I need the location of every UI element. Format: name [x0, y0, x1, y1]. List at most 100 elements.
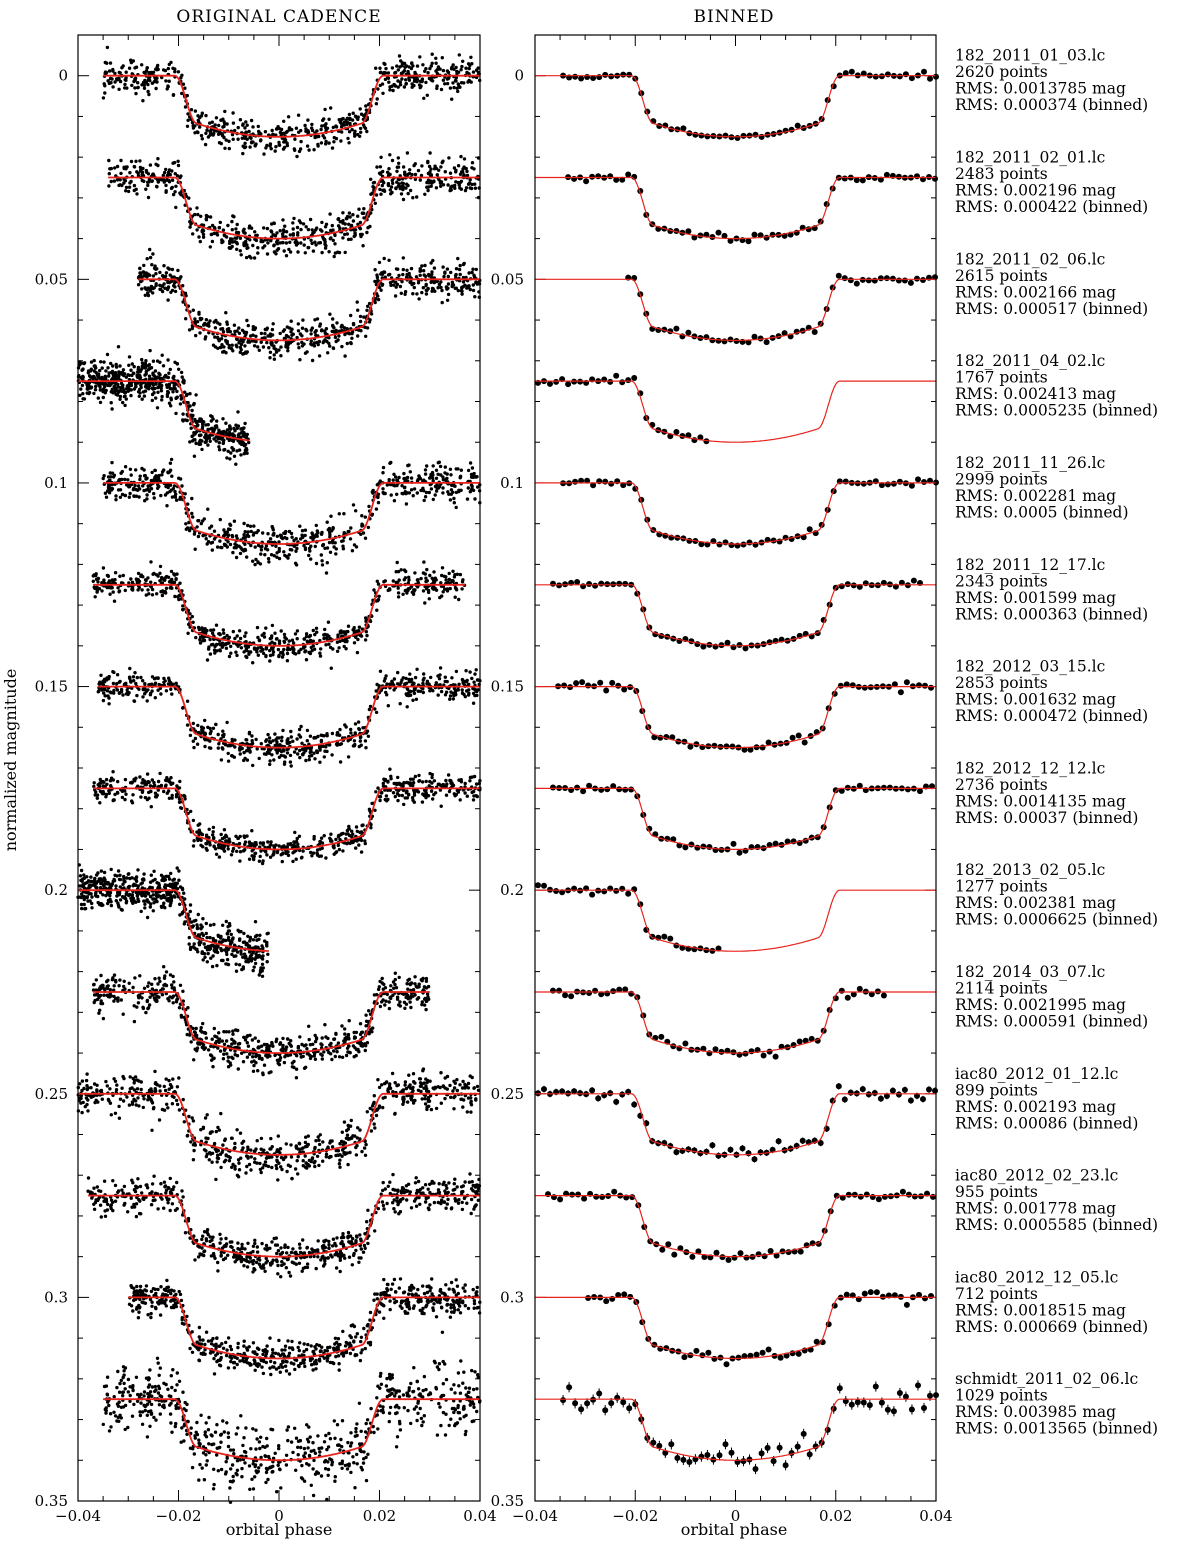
- data-point: [211, 642, 215, 647]
- data-point: [401, 592, 405, 596]
- data-point: [325, 749, 329, 754]
- data-point: [263, 331, 267, 336]
- data-point: [93, 793, 97, 797]
- data-point: [286, 741, 291, 745]
- data-point: [445, 267, 450, 271]
- data-point: [455, 86, 459, 91]
- data-point: [121, 368, 126, 372]
- data-point: [289, 531, 294, 536]
- data-point: [186, 112, 190, 116]
- data-point: [439, 689, 444, 694]
- data-point: [326, 351, 330, 355]
- data-point: [368, 704, 373, 709]
- data-point: [395, 165, 399, 169]
- data-point: [310, 753, 314, 758]
- data-point: [117, 183, 121, 188]
- data-point: [273, 631, 277, 635]
- data-point: [428, 151, 432, 155]
- data-point: [347, 130, 352, 134]
- data-point: [408, 470, 412, 474]
- data-point: [108, 592, 112, 596]
- data-point: [147, 374, 152, 378]
- data-point: [203, 744, 207, 749]
- data-point: [256, 646, 260, 650]
- data-point: [343, 232, 347, 237]
- data-point: [419, 576, 423, 581]
- data-point: [440, 594, 444, 598]
- data-point: [155, 406, 160, 410]
- data-point: [160, 593, 165, 598]
- data-point: [400, 678, 404, 682]
- y-tick-label: 0.3: [44, 1288, 68, 1306]
- data-point: [304, 758, 308, 763]
- data-point: [262, 336, 266, 340]
- data-point: [124, 70, 128, 74]
- data-point: [281, 228, 286, 232]
- data-point: [418, 178, 422, 182]
- data-point: [287, 126, 292, 131]
- data-point: [436, 461, 440, 465]
- data-point: [265, 226, 270, 231]
- data-point: [111, 590, 115, 594]
- data-point: [279, 534, 283, 538]
- data-point: [156, 163, 160, 168]
- data-point: [179, 806, 183, 810]
- data-point: [395, 169, 399, 173]
- data-point: [220, 746, 224, 750]
- data-point: [185, 526, 190, 530]
- data-point: [323, 627, 327, 632]
- data-point: [363, 325, 367, 329]
- data-point: [435, 68, 439, 72]
- data-point: [92, 781, 96, 785]
- data-point: [254, 334, 258, 338]
- data-point: [386, 183, 391, 187]
- data-point: [129, 383, 134, 388]
- data-point: [441, 491, 445, 495]
- data-point: [144, 273, 148, 277]
- data-point: [149, 70, 153, 75]
- data-point: [415, 64, 420, 68]
- data-point: [165, 383, 169, 387]
- data-point: [396, 79, 400, 83]
- data-point: [282, 754, 286, 758]
- data-point: [263, 547, 268, 551]
- data-point: [379, 192, 383, 196]
- data-point: [439, 165, 443, 169]
- data-point: [109, 585, 113, 589]
- data-point: [305, 329, 309, 333]
- data-point: [440, 56, 444, 60]
- data-point: [120, 183, 124, 188]
- data-point: [232, 426, 236, 431]
- data-point: [388, 281, 393, 285]
- data-point: [162, 264, 166, 268]
- data-point: [249, 256, 253, 260]
- transit-model-curve: [103, 74, 480, 138]
- data-point: [374, 102, 379, 106]
- data-point: [298, 735, 303, 739]
- data-point: [409, 476, 414, 480]
- data-point: [173, 594, 177, 599]
- data-point: [129, 368, 133, 372]
- data-point: [364, 108, 369, 112]
- data-point: [439, 473, 443, 477]
- data-point: [387, 478, 391, 482]
- data-point: [165, 87, 169, 91]
- x-tick-label: −0.04: [55, 1507, 101, 1525]
- data-point: [411, 196, 415, 200]
- data-point: [421, 687, 425, 691]
- data-point: [263, 130, 268, 134]
- data-point: [159, 692, 163, 696]
- data-point: [364, 630, 368, 634]
- data-point: [188, 733, 193, 738]
- data-point: [112, 179, 117, 183]
- data-point: [378, 66, 382, 70]
- data-point: [196, 723, 200, 728]
- data-point: [146, 183, 150, 188]
- data-point: [399, 185, 403, 189]
- data-point: [204, 218, 209, 222]
- data-point: [107, 69, 112, 73]
- data-point: [233, 329, 237, 334]
- data-point: [340, 130, 344, 134]
- data-point: [179, 192, 183, 197]
- data-point: [454, 272, 458, 277]
